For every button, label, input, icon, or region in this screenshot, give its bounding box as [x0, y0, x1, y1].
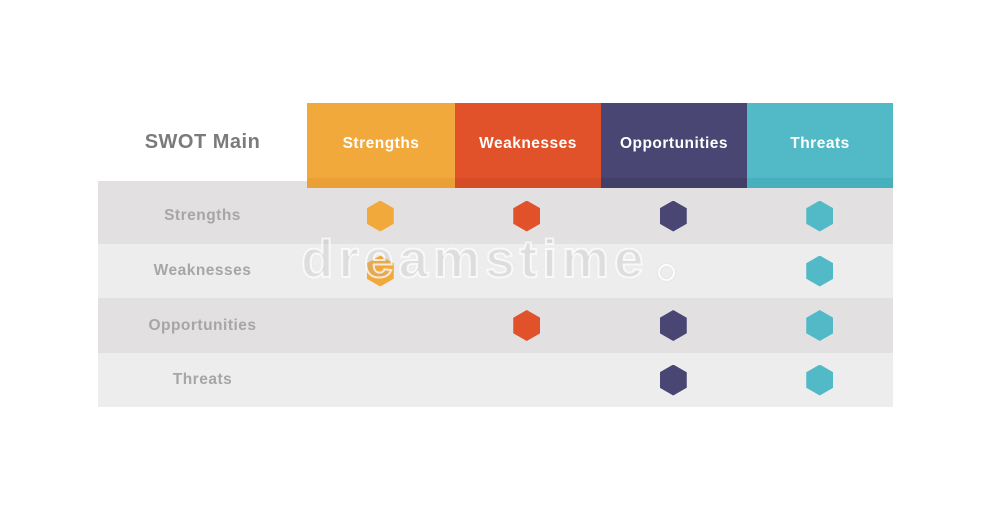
- row-label-strengths: Strengths: [164, 207, 241, 224]
- matrix-cell: [307, 353, 454, 407]
- matrix-cell: [454, 181, 601, 244]
- row-label-weaknesses: Weaknesses: [153, 262, 252, 279]
- matrix-cell: [747, 353, 894, 407]
- table-row: Opportunities: [98, 298, 893, 353]
- table-row: Strengths: [98, 181, 893, 244]
- matrix-cell: [454, 244, 601, 298]
- matrix-cell: [307, 298, 454, 353]
- table-row: Weaknesses: [98, 244, 893, 298]
- hexagon-icon: [659, 310, 687, 341]
- hexagon-icon: [806, 310, 834, 341]
- table-title: SWOT Main: [144, 130, 261, 153]
- hexagon-icon: [513, 200, 541, 232]
- hexagon-icon: [806, 255, 834, 287]
- column-header-weaknesses: Weaknesses: [455, 103, 601, 188]
- matrix-cell: [454, 298, 601, 353]
- column-header-opportunities: Opportunities: [601, 103, 747, 188]
- matrix-cell: [600, 298, 747, 353]
- column-header-strengths: Strengths: [307, 103, 455, 188]
- hexagon-icon: [806, 200, 834, 232]
- table-row: Threats: [98, 353, 893, 407]
- matrix-cell: [307, 244, 454, 298]
- matrix-cell: [600, 244, 747, 298]
- hexagon-icon: [366, 255, 394, 287]
- hexagon-icon: [366, 200, 394, 232]
- column-header-label: Strengths: [342, 134, 420, 152]
- matrix-cell: [747, 181, 894, 244]
- column-header-label: Opportunities: [619, 134, 729, 152]
- column-header-label: Weaknesses: [479, 134, 577, 152]
- hexagon-icon: [659, 200, 687, 232]
- matrix-cell: [454, 353, 601, 407]
- row-label-opportunities: Opportunities: [148, 316, 257, 334]
- matrix-cell: [600, 181, 747, 244]
- hexagon-icon: [513, 310, 541, 341]
- matrix-cell: [307, 181, 454, 244]
- column-header-label: Threats: [790, 134, 850, 152]
- matrix-cell: [747, 298, 894, 353]
- hexagon-icon: [806, 364, 834, 396]
- matrix-cell: [600, 353, 747, 407]
- hexagon-icon: [659, 364, 687, 396]
- matrix-cell: [747, 244, 894, 298]
- row-label-threats: Threats: [172, 371, 233, 388]
- column-header-threats: Threats: [747, 103, 893, 188]
